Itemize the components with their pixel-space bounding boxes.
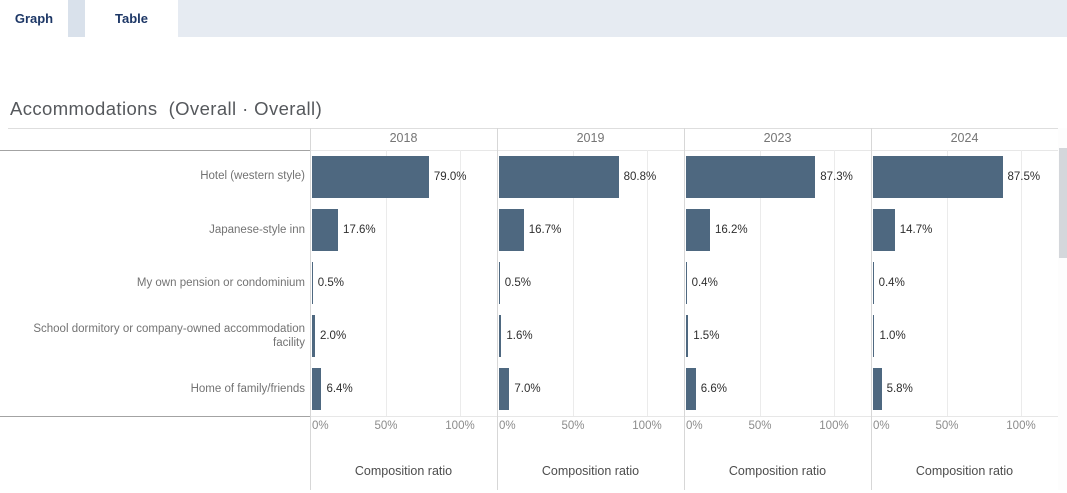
x-axis-tick: 100% <box>632 420 662 432</box>
bar-value-label: 7.0% <box>514 383 541 396</box>
bar-value-label: 87.3% <box>820 170 853 183</box>
bar-value-label: 6.6% <box>700 383 727 396</box>
bar[interactable] <box>686 262 687 304</box>
bar-value-label: 80.8% <box>623 170 657 183</box>
axis-bottom-rule <box>0 416 310 417</box>
gridline <box>573 150 574 416</box>
panel-separator <box>310 128 311 490</box>
x-axis-title: Composition ratio <box>728 464 827 478</box>
category-label: Hotel (western style) <box>200 170 305 183</box>
bar[interactable] <box>499 155 619 198</box>
bar[interactable] <box>312 262 313 304</box>
bar-value-label: 0.5% <box>504 276 531 289</box>
panel-separator <box>871 128 872 490</box>
bar[interactable] <box>873 262 874 304</box>
x-axis-title: Composition ratio <box>541 464 640 478</box>
panel-separator <box>684 128 685 490</box>
bar[interactable] <box>686 155 816 198</box>
x-axis-tick: 0% <box>873 420 890 432</box>
bar[interactable] <box>686 315 689 358</box>
bar[interactable] <box>873 155 1003 198</box>
scrollbar-thumb[interactable] <box>1059 148 1067 258</box>
bar[interactable] <box>873 208 895 251</box>
bar[interactable] <box>312 208 339 251</box>
chart-title: Accommodations (Overall · Overall) <box>10 98 323 119</box>
gridline <box>760 150 761 416</box>
x-axis-tick: 50% <box>561 420 585 432</box>
bar-value-label: 1.5% <box>693 330 720 343</box>
panel-separator <box>497 128 498 490</box>
bar-value-label: 87.5% <box>1007 170 1041 183</box>
panel-year-label: 2018 <box>389 131 418 145</box>
gridline <box>460 150 461 416</box>
vertical-scrollbar[interactable] <box>1058 128 1067 490</box>
bar-value-label: 16.7% <box>528 223 562 236</box>
tab-table[interactable]: Table <box>85 0 178 37</box>
category-label: My own pension or condominium <box>136 276 305 289</box>
x-axis-tick: 0% <box>686 420 703 432</box>
panel-year-label: 2019 <box>576 131 605 145</box>
tab-graph[interactable]: Graph <box>0 0 68 37</box>
bar-value-label: 0.4% <box>691 276 718 289</box>
gridline <box>834 150 835 416</box>
bar[interactable] <box>312 155 429 198</box>
bar[interactable] <box>499 368 510 411</box>
bar[interactable] <box>873 368 882 411</box>
x-axis-tick: 50% <box>748 420 772 432</box>
bar[interactable] <box>499 315 502 358</box>
panel-year-label: 2023 <box>763 131 792 145</box>
tab-graph-label: Graph <box>14 11 54 26</box>
x-axis-title: Composition ratio <box>915 464 1014 478</box>
x-axis-tick: 50% <box>935 420 959 432</box>
category-label: School dormitory or company-owned accomm… <box>33 322 305 350</box>
bar[interactable] <box>686 208 710 251</box>
bar-value-label: 2.0% <box>319 330 347 343</box>
panel-year-label: 2024 <box>950 131 979 145</box>
bar-value-label: 14.7% <box>899 223 933 236</box>
bar-value-label: 0.4% <box>878 276 905 289</box>
bar-value-label: 79.0% <box>433 170 467 183</box>
sheet-tab-bar: Graph Table <box>0 0 1067 37</box>
axis-top-rule <box>0 150 310 151</box>
bar-value-label: 16.2% <box>714 223 748 236</box>
chart-top-border <box>8 128 1058 129</box>
tab-table-label: Table <box>115 11 148 26</box>
bar-chart: Hotel (western style) Japanese-style inn M… <box>0 128 1059 490</box>
x-axis-title: Composition ratio <box>354 464 453 478</box>
bar-value-label: 6.4% <box>326 383 353 396</box>
x-axis-tick: 100% <box>445 420 475 432</box>
tab-separator <box>68 0 85 37</box>
category-label: Home of family/friends <box>190 383 305 396</box>
gridline <box>1021 150 1022 416</box>
bar-value-label: 1.0% <box>879 330 906 343</box>
bar[interactable] <box>312 315 315 358</box>
gridline <box>386 150 387 416</box>
x-axis-tick: 100% <box>1006 420 1036 432</box>
bar-value-label: 1.6% <box>506 330 533 343</box>
x-axis-tick: 100% <box>819 420 849 432</box>
gridline <box>947 150 948 416</box>
x-axis-tick: 0% <box>312 420 329 432</box>
x-axis-tick: 0% <box>499 420 516 432</box>
bar[interactable] <box>499 262 500 304</box>
bar-value-label: 17.6% <box>343 223 376 236</box>
tab-bar-filler <box>178 0 1067 37</box>
bar-value-label: 5.8% <box>886 383 913 396</box>
x-axis-tick: 50% <box>374 420 398 432</box>
bar[interactable] <box>873 315 875 358</box>
bar[interactable] <box>499 208 524 251</box>
category-label: Japanese-style inn <box>209 223 305 236</box>
bar-value-label: 0.5% <box>317 276 344 289</box>
bar[interactable] <box>686 368 696 411</box>
bar[interactable] <box>312 368 322 411</box>
gridline <box>647 150 648 416</box>
